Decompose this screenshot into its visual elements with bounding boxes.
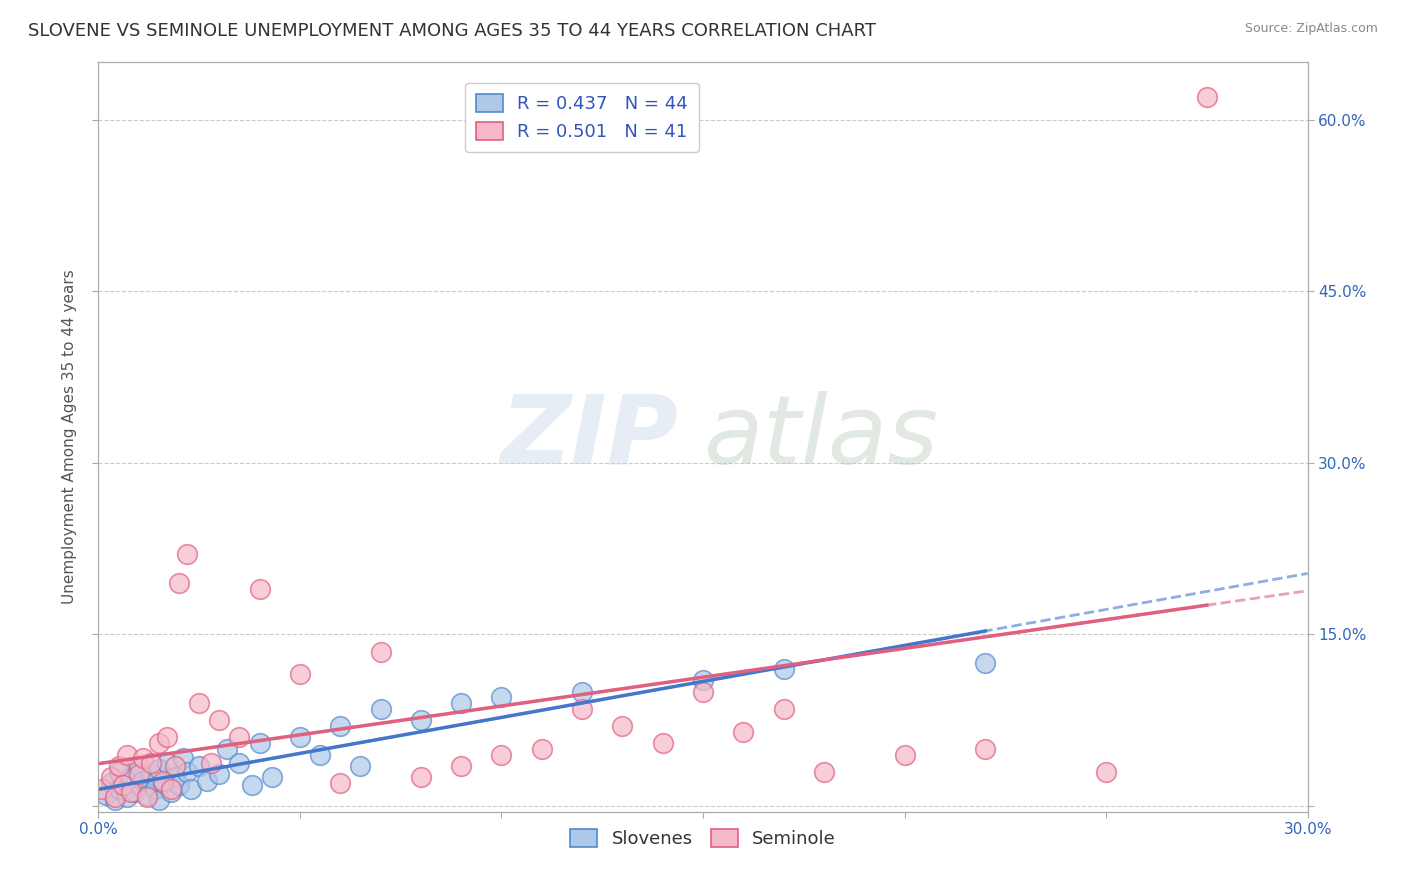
Point [143,781,166,796]
Point [772,702,794,716]
Point [228,756,250,770]
Point [128,779,150,793]
Point [115,789,138,804]
Point [974,741,997,756]
Point [139,756,162,770]
Point [249,582,271,596]
Point [115,747,138,762]
Point [176,764,198,779]
Point [163,759,186,773]
Y-axis label: Unemployment Among Ages 35 to 44 years: Unemployment Among Ages 35 to 44 years [62,269,77,605]
Point [107,764,129,779]
Point [893,747,915,762]
Point [228,731,250,745]
Point [813,764,835,779]
Point [139,767,162,781]
Point [156,756,179,770]
Point [309,747,332,762]
Point [100,776,122,790]
Point [409,713,432,727]
Point [530,741,553,756]
Point [148,763,170,777]
Point [329,776,352,790]
Text: Source: ZipAtlas.com: Source: ZipAtlas.com [1244,22,1378,36]
Point [571,702,593,716]
Point [450,759,472,773]
Point [103,793,125,807]
Point [349,759,371,773]
Point [91,781,114,796]
Point [692,673,714,688]
Point [188,759,211,773]
Point [124,785,146,799]
Point [1195,89,1218,103]
Text: atlas: atlas [703,391,938,483]
Point [128,759,150,773]
Point [160,781,183,796]
Point [163,771,186,785]
Point [450,696,472,710]
Point [733,724,755,739]
Point [612,719,634,733]
Point [288,667,311,681]
Point [167,779,190,793]
Point [132,773,155,788]
Point [1095,764,1118,779]
Point [974,656,997,670]
Point [370,702,392,716]
Point [288,731,311,745]
Point [571,684,593,698]
Point [107,759,129,773]
Point [148,736,170,750]
Point [208,713,231,727]
Point [176,547,198,561]
Point [692,684,714,698]
Point [107,781,129,796]
Point [180,781,202,796]
Point [200,756,222,770]
Point [152,776,174,790]
Point [111,779,134,793]
Point [240,779,263,793]
Point [651,736,673,750]
Point [160,785,183,799]
Point [120,771,142,785]
Point [100,771,122,785]
Point [167,576,190,591]
Point [195,773,218,788]
Point [148,793,170,807]
Point [156,731,179,745]
Point [135,789,157,804]
Point [188,696,211,710]
Point [491,690,513,705]
Point [120,785,142,799]
Point [329,719,352,733]
Point [128,767,150,781]
Text: ZIP: ZIP [501,391,679,483]
Point [135,788,157,802]
Point [772,662,794,676]
Point [152,773,174,788]
Point [491,747,513,762]
Point [208,767,231,781]
Point [409,771,432,785]
Text: SLOVENE VS SEMINOLE UNEMPLOYMENT AMONG AGES 35 TO 44 YEARS CORRELATION CHART: SLOVENE VS SEMINOLE UNEMPLOYMENT AMONG A… [28,22,876,40]
Point [132,751,155,765]
Point [217,741,239,756]
Point [96,788,118,802]
Point [260,771,283,785]
Point [249,736,271,750]
Point [172,751,194,765]
Legend: Slovenes, Seminole: Slovenes, Seminole [562,822,844,855]
Point [103,789,125,804]
Point [370,644,392,658]
